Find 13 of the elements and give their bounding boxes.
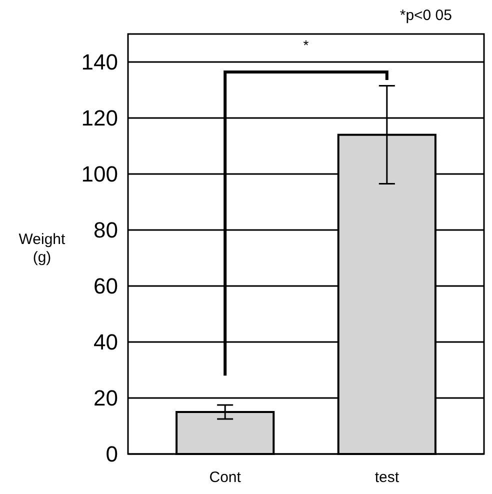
y-tick-label: 40	[94, 330, 118, 355]
x-tick-label: Cont	[209, 469, 242, 486]
y-axis-title: Weight (g)	[18, 231, 66, 266]
y-tick-label: 0	[106, 442, 118, 467]
y-tick-label: 140	[81, 50, 118, 75]
y-tick-label: 20	[94, 386, 118, 411]
y-tick-label: 120	[81, 106, 118, 131]
annotation: *	[303, 37, 310, 53]
x-tick-label: test	[374, 469, 400, 486]
y-tick-label: 80	[94, 218, 118, 243]
text: *p<0 05	[400, 7, 452, 24]
y-tick-label: 100	[81, 162, 118, 187]
y-tick-label: 60	[94, 274, 118, 299]
